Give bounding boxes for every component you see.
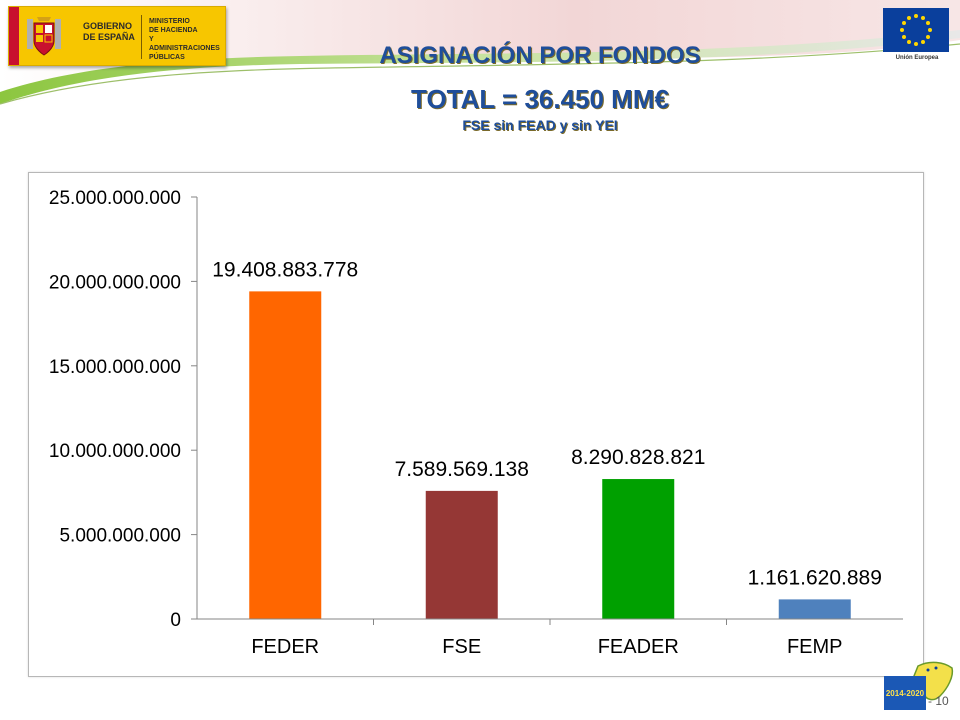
bars	[249, 291, 851, 619]
chart-frame: 0 5.000.000.000 10.000.000.000 15.000.000.0…	[28, 172, 924, 677]
eu-label: Unión Europea	[895, 55, 939, 61]
programming-period-badge: 2014-2020	[884, 658, 956, 714]
x-tick-label-femp: FEMP	[787, 636, 843, 658]
bar-femp	[778, 599, 851, 619]
bar-chart: 0 5.000.000.000 10.000.000.000 15.000.000.0…	[49, 188, 903, 658]
x-axis: FEDER FSE FEADER FEMP	[197, 618, 903, 658]
x-tick-label-feder: FEDER	[251, 636, 319, 658]
y-tick-label: 10.000.000.000	[49, 441, 181, 462]
data-label-fse: 7.589.569.138	[395, 458, 529, 481]
x-tick-label-fse: FSE	[442, 636, 481, 658]
coat-of-arms-icon	[27, 17, 61, 56]
header-swoosh-background	[0, 0, 960, 110]
bar-fse	[425, 490, 498, 619]
eu-flag-icon	[883, 8, 949, 52]
ministry-line2: DE HACIENDA	[149, 27, 198, 34]
total-title: TOTAL = 36.450 MM€	[411, 84, 669, 114]
union-europea-logo: Unión Europea	[880, 6, 954, 66]
data-label-feder: 19.408.883.778	[212, 258, 358, 281]
x-tick-label-feader: FEADER	[598, 636, 679, 658]
gobierno-de-espana-logo: GOBIERNO DE ESPAÑA MINISTERIO DE HACIEND…	[8, 6, 226, 66]
y-tick-label: 20.000.000.000	[49, 272, 181, 293]
gov-logo-line2: DE ESPAÑA	[83, 32, 135, 42]
ministry-line1: MINISTERIO	[149, 18, 190, 25]
y-tick-label: 5.000.000.000	[59, 526, 181, 547]
bar-feader	[602, 479, 675, 619]
data-label-femp: 1.161.620.889	[748, 566, 882, 589]
data-label-feader: 8.290.828.821	[571, 446, 705, 469]
y-tick-label: 15.000.000.000	[49, 357, 181, 378]
y-axis: 0 5.000.000.000 10.000.000.000 15.000.000.0…	[49, 188, 198, 631]
y-tick-label: 0	[170, 610, 181, 631]
subtitle: FSE sin FEAD y sin YEI	[462, 117, 618, 133]
ministry-line4: PÚBLICAS	[149, 54, 185, 61]
page-number: - 10	[928, 694, 949, 708]
ministry-line3: Y ADMINISTRACIONES	[149, 36, 220, 52]
main-title: ASIGNACIÓN POR FONDOS	[379, 42, 701, 69]
badge-text: 2014-2020	[884, 676, 926, 710]
y-tick-label: 25.000.000.000	[49, 188, 181, 209]
data-labels: 19.408.883.778 7.589.569.138 8.290.828.821…	[212, 258, 882, 589]
gov-logo-line1: GOBIERNO	[83, 21, 133, 31]
bar-feder	[249, 291, 322, 619]
